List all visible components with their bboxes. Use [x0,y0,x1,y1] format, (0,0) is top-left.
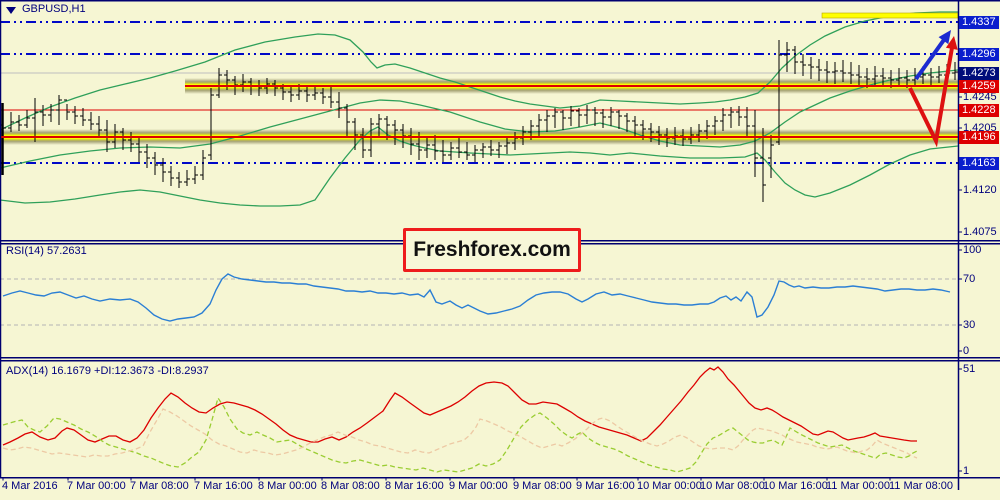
blue-arrow-head[interactable] [938,30,951,45]
adx-indicator-label: ADX(14) 16.1679 +DI:12.3673 -DI:8.2937 [6,365,209,377]
time-axis-label: 10 Mar 00:00 [637,480,702,492]
rsi-tick-label: 70 [963,273,976,285]
time-axis-label: 7 Mar 08:00 [130,480,189,492]
symbol-period-text: GBPUSD,H1 [22,3,86,15]
red-arrow-head[interactable] [945,36,958,50]
symbol-label: GBPUSD,H1 [6,3,86,15]
bollinger-middle-band [0,69,959,169]
watermark-badge: Freshforex.com [403,228,581,272]
price-level-badge: 1.4196 [959,130,999,144]
price-level-badge: 1.4259 [959,79,999,93]
adx-tick-label: 1 [963,465,970,477]
price-level-badge: 1.4228 [959,103,999,117]
price-tick-label: 1.4120 [963,184,997,196]
adx-tick-label: 51 [963,363,976,375]
time-axis-label: 9 Mar 08:00 [513,480,572,492]
bollinger-lower-band [0,126,959,207]
time-axis-label: 11 Mar 08:00 [889,480,954,492]
price-level-badge: 1.4337 [959,15,999,29]
time-axis-label: 4 Mar 2016 [2,480,58,492]
adx-series-ADX [2,366,917,446]
rsi-tick-label: 30 [963,319,976,331]
red-arrow[interactable] [908,43,955,148]
time-axis-label: 10 Mar 08:00 [700,480,765,492]
adx-series-minusDI [2,408,918,459]
watermark-text: Freshforex.com [413,238,571,261]
rsi-line [2,273,951,322]
price-level-badge: 1.4273 [959,66,999,80]
blue-arrow[interactable] [914,35,949,81]
rsi-indicator-label: RSI(14) 57.2631 [6,245,87,257]
time-axis-label: 9 Mar 00:00 [449,480,508,492]
time-axis-label: 11 Mar 00:00 [826,480,891,492]
time-axis-label: 10 Mar 16:00 [763,480,828,492]
time-axis-label: 8 Mar 08:00 [321,480,380,492]
time-axis-label: 8 Mar 16:00 [385,480,444,492]
rsi-tick-label: 100 [963,244,982,256]
price-level-badge: 1.4163 [959,156,999,170]
bollinger-upper-band [0,11,958,131]
price-level-badge: 1.4296 [959,47,999,61]
price-tick-label: 1.4245 [963,91,997,103]
time-axis-label: 7 Mar 00:00 [67,480,126,492]
chevron-down-icon [6,6,16,14]
yellow-resistance-zone[interactable] [821,12,959,19]
time-axis-label: 7 Mar 16:00 [194,480,253,492]
rsi-tick-label: 0 [963,345,970,357]
time-axis-label: 8 Mar 00:00 [258,480,317,492]
price-tick-label: 1.4075 [963,226,997,238]
time-axis-label: 9 Mar 16:00 [576,480,635,492]
